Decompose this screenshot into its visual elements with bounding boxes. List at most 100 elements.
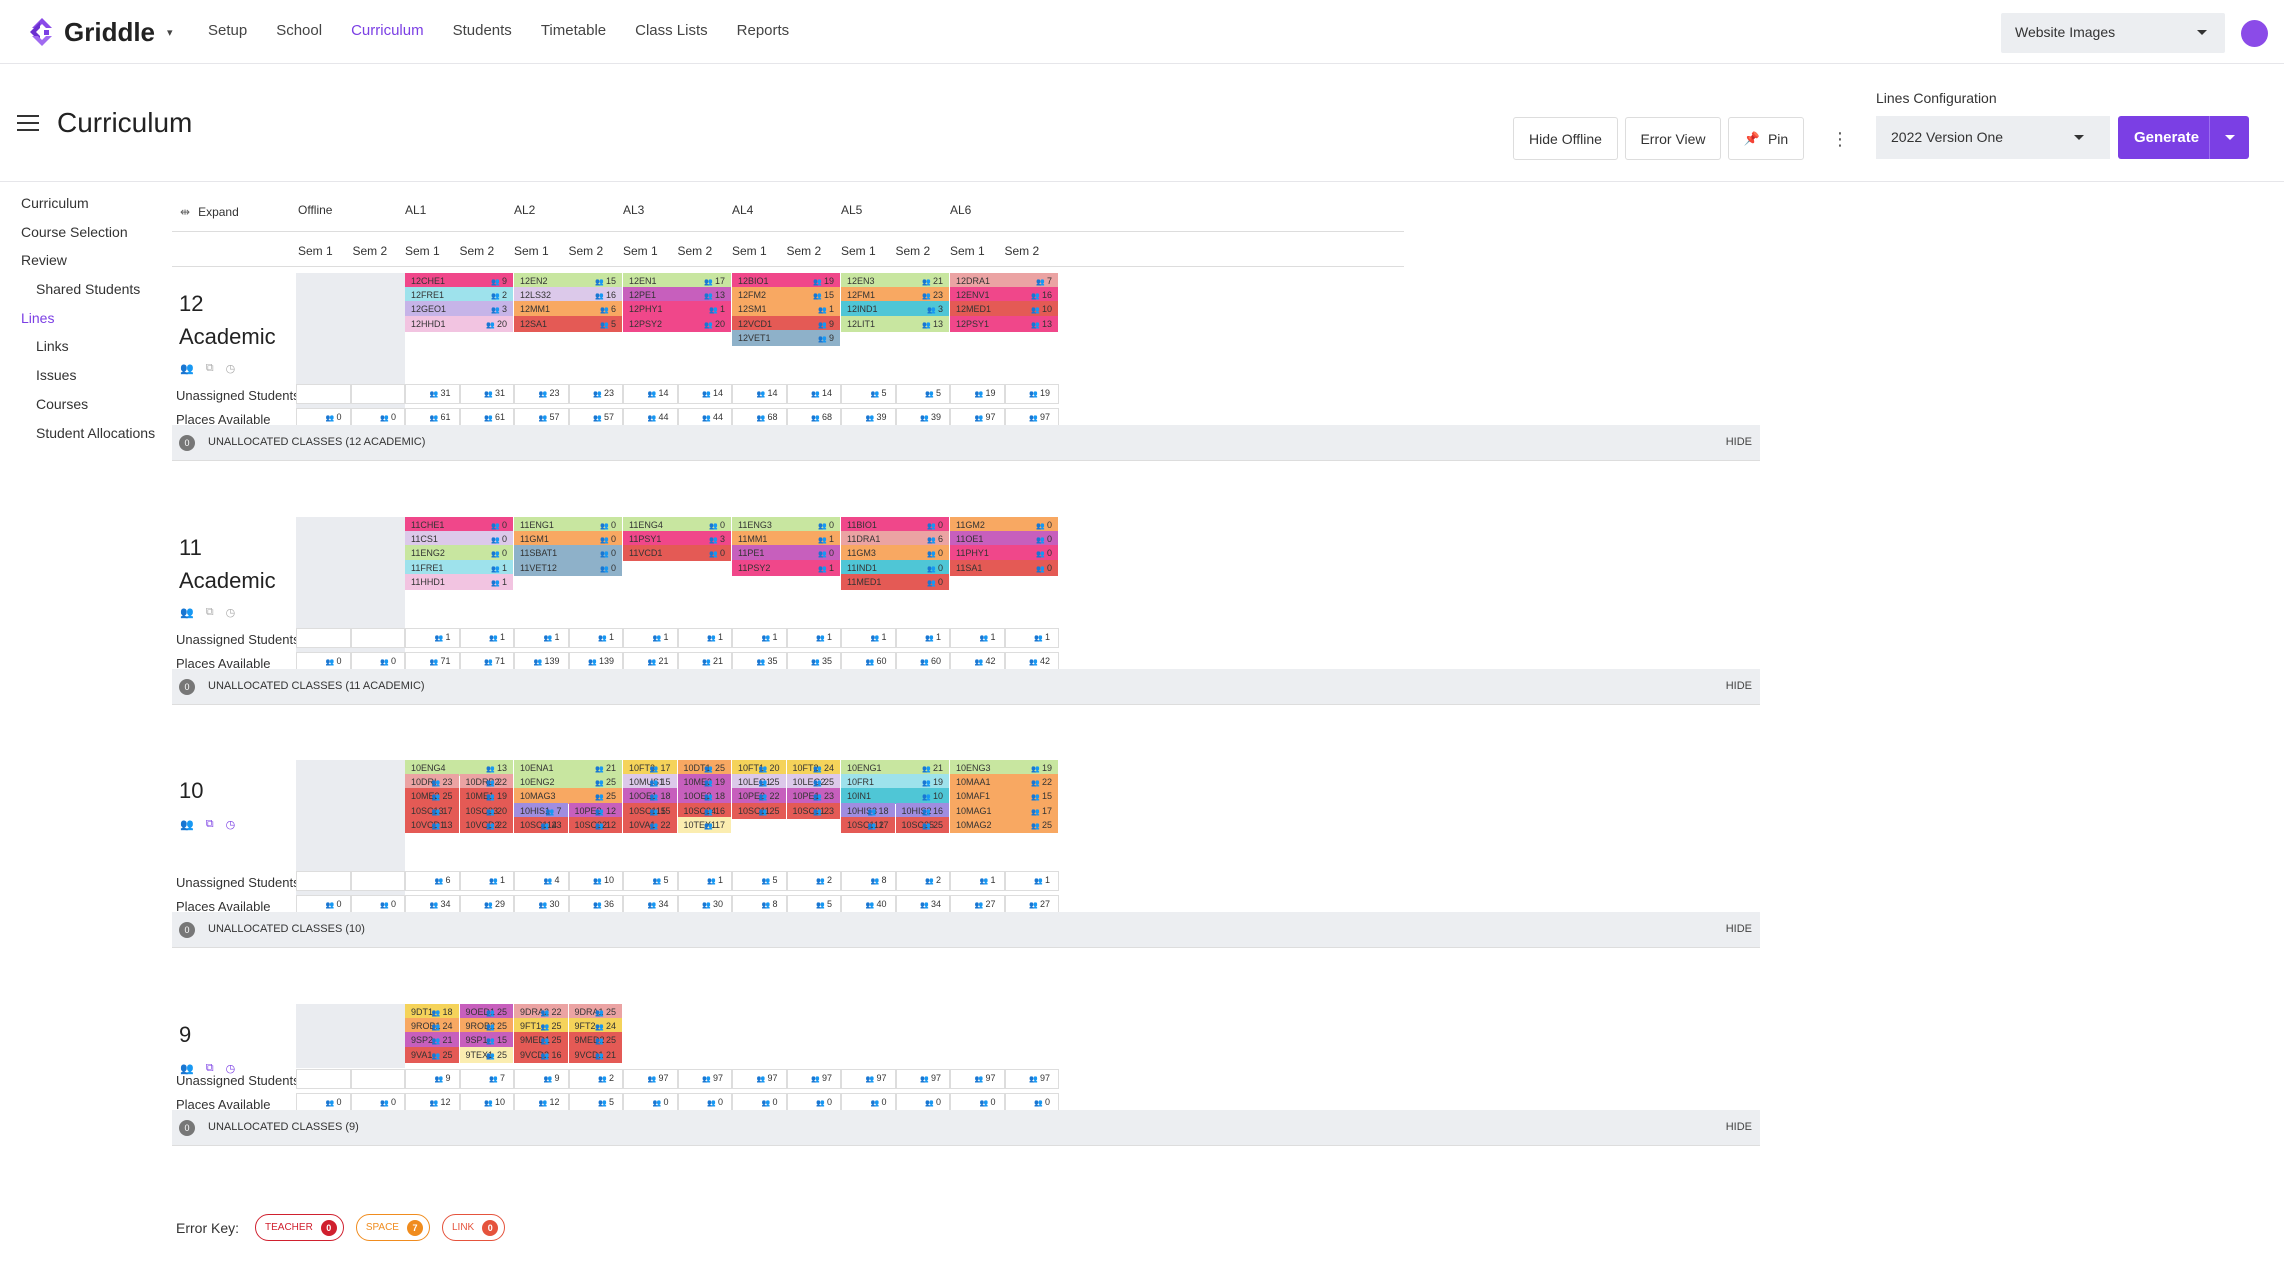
class-chip[interactable]: 12MED1 👥 10	[950, 301, 1058, 318]
logo[interactable]: Griddle ▾	[26, 16, 173, 48]
sidebar-item-courses[interactable]: Courses	[36, 395, 89, 412]
class-chip[interactable]: 11PE1 👥 0	[732, 545, 840, 562]
unallocated-classes-bar[interactable]: 0 UNALLOCATED CLASSES (11 ACADEMIC) HIDE	[172, 669, 1760, 705]
class-chip[interactable]: 12ENV1 👥 16	[950, 287, 1058, 304]
class-chip[interactable]: 10ENG4 👥 13	[405, 760, 513, 776]
class-chip[interactable]: 11ENG2 👥 0	[405, 545, 513, 562]
class-chip[interactable]: 12FRE1 👥 2	[405, 287, 513, 304]
error-key-link[interactable]: LINK 0	[441, 1214, 506, 1241]
copy-icon[interactable]: ⧉	[205, 362, 214, 374]
class-chip[interactable]: 12GEO1 👥 3	[405, 301, 513, 318]
class-chip[interactable]: 11ENG4 👥 0	[623, 517, 731, 533]
class-chip[interactable]: 10DT1 👥 25	[677, 760, 731, 776]
unallocated-classes-bar[interactable]: 0 UNALLOCATED CLASSES (12 ACADEMIC) HIDE	[172, 425, 1760, 461]
nav-item-school[interactable]: School	[276, 22, 323, 39]
class-chip[interactable]: 12IND1 👥 3	[841, 301, 949, 318]
class-chip[interactable]: 10HIS2 👥 16	[895, 802, 949, 819]
class-chip[interactable]: 12VET1 👥 9	[732, 329, 840, 346]
class-chip[interactable]: 12LIT1 👥 13	[841, 315, 949, 332]
class-chip[interactable]: 11IND1 👥 0	[841, 559, 949, 576]
class-chip[interactable]: 11GM1 👥 0	[514, 531, 622, 548]
class-chip[interactable]: 10MAG2 👥 25	[950, 816, 1058, 833]
class-chip[interactable]: 11BIO1 👥 0	[841, 517, 949, 533]
unallocated-classes-bar[interactable]: 0 UNALLOCATED CLASSES (9) HIDE	[172, 1110, 1760, 1146]
nav-item-timetable[interactable]: Timetable	[540, 22, 607, 39]
class-chip[interactable]: 10SC13 👥 17	[405, 802, 459, 819]
class-chip[interactable]: 10ME1 👥 19	[459, 788, 513, 805]
class-chip[interactable]: 11MED1 👥 0	[841, 573, 949, 590]
avatar[interactable]	[2241, 20, 2268, 47]
sidebar-item-issues[interactable]: Issues	[36, 367, 77, 384]
sidebar-item-curriculum[interactable]: Curriculum	[21, 195, 89, 211]
class-chip[interactable]: 10FT1 👥 20	[732, 760, 786, 776]
class-chip[interactable]: 9FT1 👥 25	[514, 1018, 568, 1035]
hide-button[interactable]: HIDE	[1725, 436, 1752, 448]
nav-item-curriculum[interactable]: Curriculum	[351, 22, 424, 39]
hide-button[interactable]: HIDE	[1725, 1121, 1752, 1133]
history-icon[interactable]: ◷	[225, 1063, 236, 1075]
hide-button[interactable]: HIDE	[1725, 680, 1752, 692]
class-chip[interactable]: 10ENG1 👥 21	[841, 760, 949, 776]
class-chip[interactable]: 12SM1 👥 1	[732, 301, 840, 318]
people-icon[interactable]: 👥	[180, 819, 194, 831]
class-chip[interactable]: 11PHY1 👥 0	[950, 545, 1058, 562]
class-chip[interactable]: 10ENA1 👥 21	[514, 760, 622, 776]
class-chip[interactable]: 9SP2 👥 21	[405, 1032, 459, 1049]
class-chip[interactable]: 10HIS1 👥 7	[514, 802, 568, 819]
copy-icon[interactable]: ⧉	[205, 1062, 214, 1074]
class-chip[interactable]: 9VCD1 👥 21	[568, 1046, 622, 1063]
hide-button[interactable]: HIDE	[1725, 923, 1752, 935]
class-chip[interactable]: 10SC11 👥 25	[732, 802, 786, 819]
class-chip[interactable]: 12EN2 👥 15	[514, 273, 622, 289]
class-chip[interactable]: 12PSY2 👥 20	[623, 315, 731, 332]
class-chip[interactable]: 9SP1 👥 15	[459, 1032, 513, 1049]
class-chip[interactable]: 10ENG2 👥 25	[514, 774, 622, 791]
class-chip[interactable]: 12PE1 👥 13	[623, 287, 731, 304]
class-chip[interactable]: 10SC24 👥 16	[677, 802, 731, 819]
class-chip[interactable]: 10ENG3 👥 19	[950, 760, 1058, 776]
class-chip[interactable]: 11GM2 👥 0	[950, 517, 1058, 533]
sidebar-item-shared-students[interactable]: Shared Students	[36, 281, 141, 298]
class-chip[interactable]: 11CS1 👥 0	[405, 531, 513, 548]
nav-item-setup[interactable]: Setup	[208, 22, 248, 39]
class-chip[interactable]: 10DRI 👥 23	[405, 774, 459, 791]
class-chip[interactable]: 9FT2 👥 24	[568, 1018, 622, 1035]
class-chip[interactable]: 9VCD2 👥 16	[514, 1046, 568, 1063]
class-chip[interactable]: 12HHD1 👥 20	[405, 315, 513, 332]
sidebar-item-student-allocations[interactable]: Student Allocations	[36, 424, 156, 441]
class-chip[interactable]: 9DT1 👥 18	[405, 1004, 459, 1020]
class-chip[interactable]: 10PE1 👥 23	[786, 788, 840, 805]
generate-options-caret-icon[interactable]	[2225, 135, 2235, 140]
class-chip[interactable]: 11ENG1 👥 0	[514, 517, 622, 533]
class-chip[interactable]: 10MAF1 👥 15	[950, 788, 1058, 805]
class-chip[interactable]: 10PE2 👥 12	[568, 802, 622, 819]
class-chip[interactable]: 9ROB2 👥 25	[459, 1018, 513, 1035]
people-icon[interactable]: 👥	[180, 363, 194, 375]
class-chip[interactable]: 10MUS1 👥 15	[623, 774, 677, 791]
class-chip[interactable]: 9DRA2 👥 22	[514, 1004, 568, 1020]
class-chip[interactable]: 11PSY1 👥 3	[623, 531, 731, 548]
nav-item-students[interactable]: Students	[452, 22, 512, 39]
hamburger-menu-icon[interactable]	[17, 115, 39, 131]
class-chip[interactable]: 9MED2 👥 25	[568, 1032, 622, 1049]
class-chip[interactable]: 10DRB2 👥 22	[459, 774, 513, 791]
class-chip[interactable]: 10MAA1 👥 22	[950, 774, 1058, 791]
class-chip[interactable]: 11DRA1 👥 6	[841, 531, 949, 548]
history-icon[interactable]: ◷	[225, 819, 236, 831]
class-chip[interactable]: 12DRA1 👥 7	[950, 273, 1058, 289]
class-chip[interactable]: 12BIO1 👥 19	[732, 273, 840, 289]
sidebar-item-review[interactable]: Review	[21, 252, 67, 269]
class-chip[interactable]: 12CHE1 👥 9	[405, 273, 513, 289]
class-chip[interactable]: 11CHE1 👥 0	[405, 517, 513, 533]
class-chip[interactable]: 11FRE1 👥 1	[405, 559, 513, 576]
class-chip[interactable]: 9MED1 👥 25	[514, 1032, 568, 1049]
class-chip[interactable]: 10FR1 👥 19	[841, 774, 949, 791]
class-chip[interactable]: 10PE3 👥 22	[732, 788, 786, 805]
class-chip[interactable]: 10MAG1 👥 17	[950, 802, 1058, 819]
class-chip[interactable]: 11MM1 👥 1	[732, 531, 840, 548]
class-chip[interactable]: 10LEG2 👥 25	[786, 774, 840, 791]
class-chip[interactable]: 12SA1 👥 5	[514, 315, 622, 332]
people-icon[interactable]: 👥	[180, 607, 194, 619]
class-chip[interactable]: 12VCD1 👥 9	[732, 315, 840, 332]
class-chip[interactable]: 12MM1 👥 6	[514, 301, 622, 318]
